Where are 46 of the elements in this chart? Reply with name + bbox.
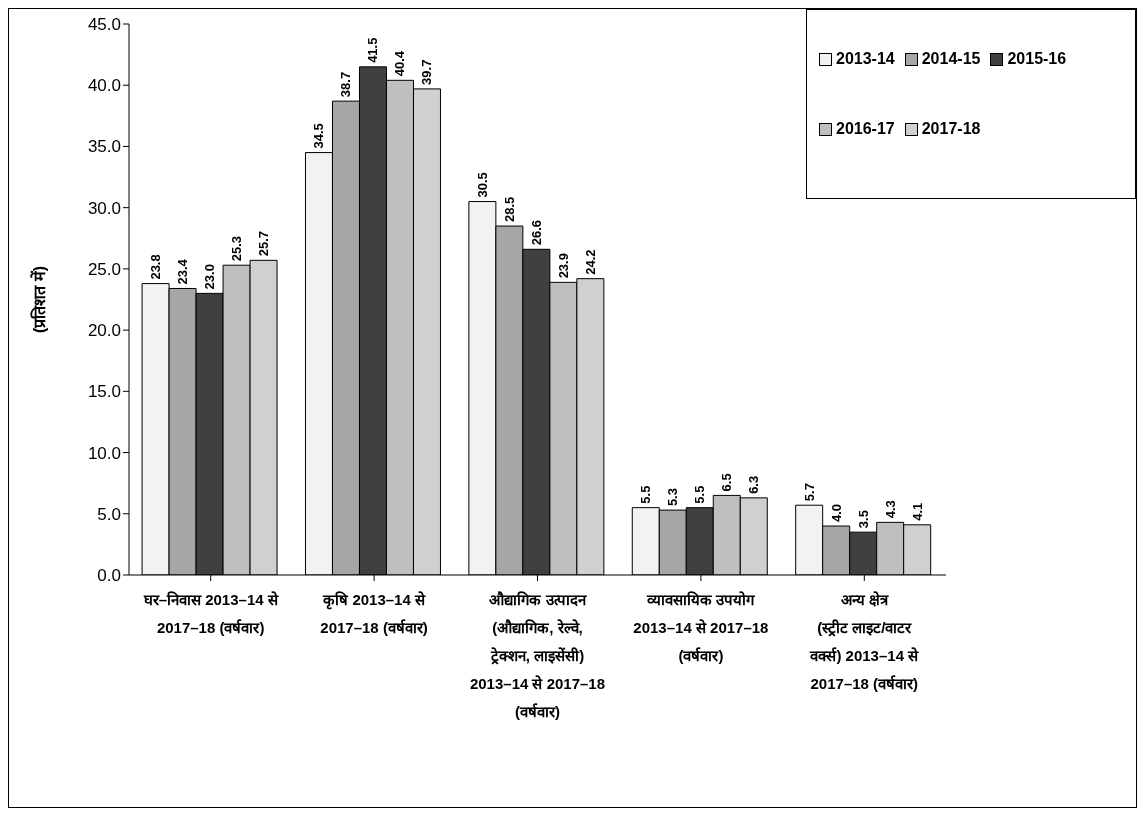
y-tick-label: 10.0	[87, 443, 121, 463]
data-label: 34.5	[311, 123, 327, 149]
x-tick-label: औद्यागिक उत्पादन (औद्यागिक, रेल्वे, ट्रेक्शन, लाइसेंसी) 2013–14 से 2017–18 (वर्षवार)	[469, 591, 606, 720]
legend-label: 2013-14	[835, 50, 895, 68]
data-label: 38.7	[338, 71, 354, 98]
data-label: 28.5	[501, 196, 517, 223]
data-label: 39.7	[419, 59, 435, 85]
data-label: 25.3	[229, 235, 245, 262]
legend-label: 2015-16	[1006, 50, 1067, 68]
y-tick-label: 25.0	[87, 259, 121, 279]
y-tick-label: 45.0	[87, 15, 121, 35]
x-tick-label: अन्य क्षेत्र (स्ट्रीट लाइट/वाटर वर्क्स) 2013–14 से 2017–18 (वर्षवार)	[809, 591, 920, 692]
data-label: 24.2	[582, 249, 598, 275]
x-tick-label: कृषि 2013–14 से 2017–18 (वर्षवार)	[320, 591, 428, 636]
data-label: 5.5	[692, 485, 708, 504]
data-label: 5.7	[801, 483, 817, 502]
y-tick-label: 20.0	[87, 321, 121, 341]
data-label: 23.4	[175, 258, 191, 285]
legend-label: 2016-17	[835, 120, 895, 138]
data-label: 25.7	[256, 231, 272, 257]
y-tick-label: 0.0	[97, 566, 121, 586]
y-tick-label: 15.0	[87, 382, 121, 402]
y-tick-label: 40.0	[87, 76, 121, 96]
data-label: 23.9	[555, 253, 571, 279]
data-label: 23.0	[202, 264, 218, 290]
data-label: 40.4	[392, 50, 408, 77]
data-label: 5.5	[638, 485, 654, 504]
data-label: 4.1	[909, 502, 925, 521]
data-label: 3.5	[855, 510, 871, 529]
data-label: 6.5	[719, 473, 735, 492]
data-label: 5.3	[665, 488, 681, 507]
legend-label: 2014-15	[920, 50, 981, 68]
data-label: 6.3	[746, 475, 762, 494]
y-axis-title: (प्रतिशत में)	[29, 265, 48, 334]
data-label: 26.6	[528, 219, 544, 246]
x-tick-label: घर–निवास 2013–14 से 2017–18 (वर्षवार)	[142, 591, 279, 636]
legend-label: 2017-18	[920, 120, 981, 138]
data-label: 30.5	[474, 172, 490, 198]
x-tick-label: व्यावसायिक उपयोग 2013–14 से 2017–18 (वर्षवार)	[633, 591, 769, 664]
data-label: 4.0	[828, 503, 844, 523]
y-tick-label: 30.0	[87, 198, 121, 218]
data-label: 41.5	[365, 37, 381, 63]
data-label: 23.8	[148, 254, 164, 280]
data-label: 4.3	[882, 500, 898, 519]
y-tick-label: 35.0	[87, 137, 121, 157]
y-tick-label: 5.0	[97, 504, 121, 524]
